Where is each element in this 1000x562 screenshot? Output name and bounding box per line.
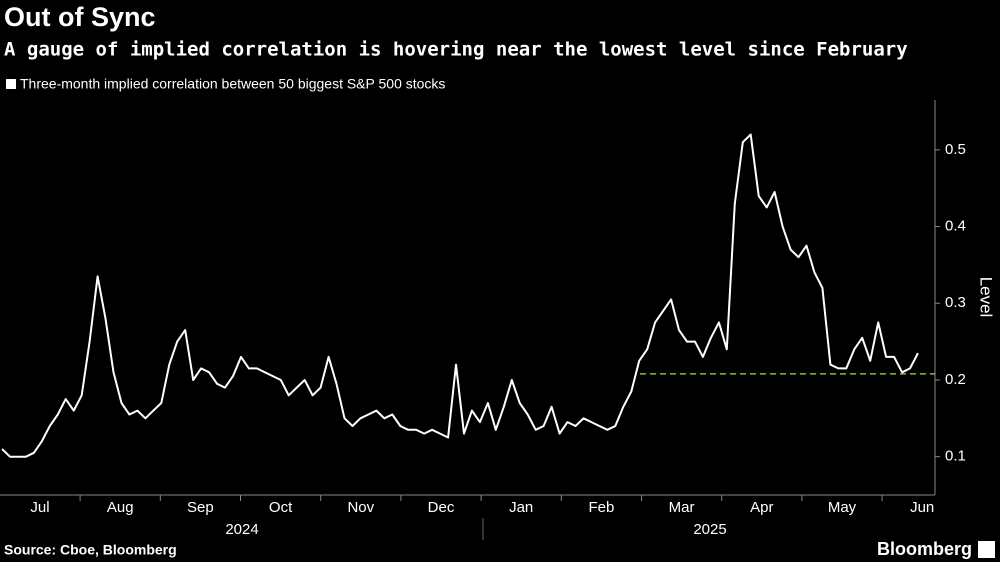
x-tick-label: Aug: [107, 499, 134, 516]
x-tick-label: Feb: [588, 499, 614, 516]
source: Source: Cboe, Bloomberg: [4, 542, 177, 558]
x-tick-label: Dec: [428, 499, 455, 516]
legend-swatch: [6, 79, 16, 89]
x-tick-label: Jul: [30, 499, 49, 516]
x-tick-label: Apr: [750, 499, 773, 516]
x-tick-label: Sep: [187, 499, 214, 516]
brand-icon: [978, 541, 995, 558]
y-tick-label: 0.5: [945, 141, 966, 158]
x-tick-label: May: [828, 499, 857, 516]
legend-label: Three-month implied correlation between …: [20, 76, 445, 92]
x-tick-label: Oct: [269, 499, 293, 516]
y-tick-label: 0.3: [945, 294, 966, 311]
y-tick-label: 0.2: [945, 371, 966, 388]
y-tick-label: 0.4: [945, 218, 966, 235]
x-tick-label: Jun: [910, 499, 934, 516]
x-tick-label: Mar: [669, 499, 695, 516]
x-tick-label: Nov: [347, 499, 374, 516]
brand: Bloomberg: [877, 539, 972, 559]
chart-subtitle: A gauge of implied correlation is hoveri…: [4, 39, 908, 61]
y-axis-label: Level: [977, 277, 996, 318]
year-label: 2024: [225, 521, 258, 538]
chart-title: Out of Sync: [4, 2, 156, 32]
y-tick-label: 0.1: [945, 448, 966, 465]
year-label: 2025: [693, 521, 726, 538]
x-tick-label: Jan: [509, 499, 533, 516]
data-line: [1, 133, 919, 458]
